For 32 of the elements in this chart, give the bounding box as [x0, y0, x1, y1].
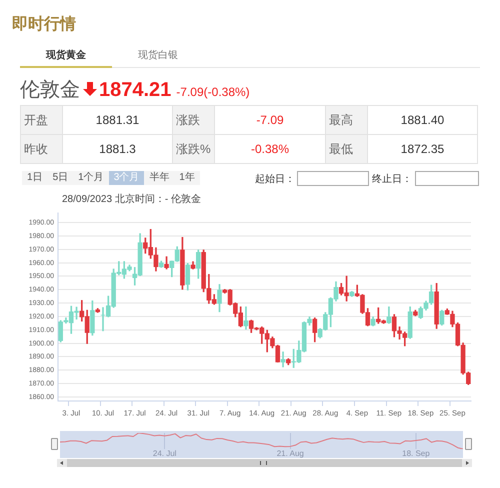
text: 1个月 — [77, 171, 105, 185]
text: 起始日： — [255, 172, 295, 186]
text: 涨跌 — [172, 106, 214, 134]
text: 1872.35 — [368, 134, 478, 164]
text: 1日 — [26, 171, 44, 185]
x-tick-label: 21. Aug — [276, 449, 304, 458]
text: 终止日： — [372, 172, 412, 186]
text: -7.09(-0.38%) — [176, 85, 250, 99]
text: 1881.31 — [62, 106, 172, 134]
text: -0.38% — [214, 134, 326, 164]
text: 现货黄金 — [44, 48, 87, 62]
text: 1年 — [178, 171, 196, 185]
text: -7.09 — [214, 106, 326, 134]
candlestick — [280, 352, 286, 368]
text: 1874.21 — [99, 79, 172, 102]
text: 昨收 — [20, 134, 62, 164]
x-tick-label: 24. Jul — [152, 449, 177, 458]
text: 1881.40 — [368, 106, 478, 134]
candlestick — [244, 306, 248, 330]
text: 伦敦金 — [20, 78, 80, 103]
text: 开盘 — [20, 106, 62, 134]
text: 最高 — [326, 106, 368, 134]
text: 1881.3 — [62, 134, 172, 164]
text: 即时行情 — [12, 14, 76, 35]
x-tick-label: 18. Sep — [402, 449, 430, 458]
text: 5日 — [52, 171, 70, 185]
text: 半年 — [148, 171, 170, 185]
chart-title: 28/09/2023 北京时间：- 伦敦金 — [62, 192, 201, 206]
text: 最低 — [326, 134, 368, 164]
text: 涨跌% — [172, 134, 214, 164]
text: 3个月 — [108, 171, 144, 185]
text: 现货白银 — [137, 49, 179, 62]
